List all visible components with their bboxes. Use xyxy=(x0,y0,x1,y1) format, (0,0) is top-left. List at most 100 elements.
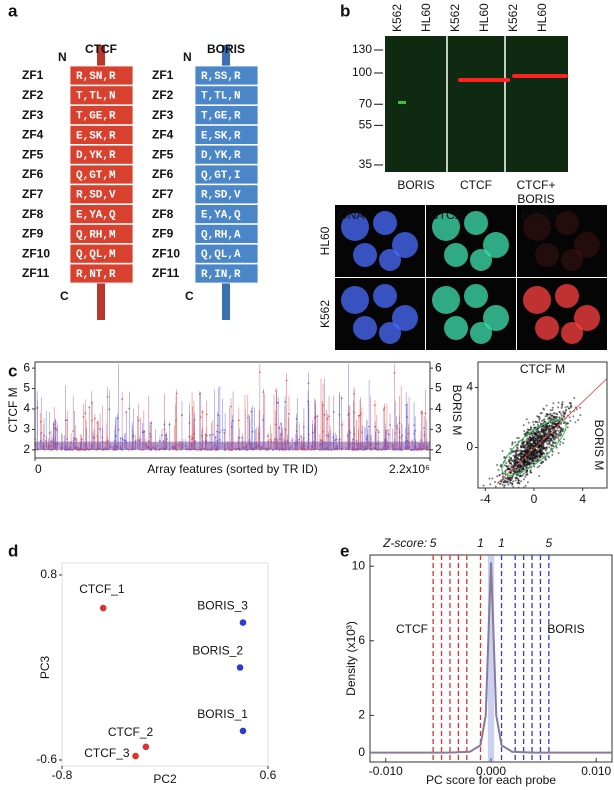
texture xyxy=(387,433,390,436)
texture xyxy=(560,412,563,415)
texture xyxy=(531,460,534,463)
group-label: BORIS xyxy=(547,622,584,636)
nucleus xyxy=(523,213,551,241)
texture xyxy=(108,408,111,411)
nucleus xyxy=(574,305,600,331)
texture xyxy=(524,460,527,463)
point-label: CTCF_1 xyxy=(79,582,125,596)
nucleus xyxy=(470,249,492,271)
texture xyxy=(550,415,553,418)
nucleus xyxy=(353,316,377,340)
y-tick-label: 0.8 xyxy=(40,567,57,581)
texture xyxy=(201,411,204,413)
texture xyxy=(524,443,527,446)
texture xyxy=(284,428,287,431)
texture xyxy=(520,469,523,472)
z-label: 5 xyxy=(430,536,437,550)
texture xyxy=(175,392,178,395)
texture xyxy=(414,429,417,432)
texture xyxy=(536,451,539,454)
texture xyxy=(544,415,547,418)
texture xyxy=(547,413,550,416)
point-label: BORIS_3 xyxy=(197,599,248,613)
nucleus xyxy=(379,322,401,344)
texture xyxy=(557,452,560,455)
texture xyxy=(548,424,551,427)
texture xyxy=(546,417,549,420)
texture xyxy=(209,434,211,437)
zf-label: ZF2 xyxy=(22,88,44,102)
zf-label: ZF4 xyxy=(152,128,174,142)
texture xyxy=(557,401,560,404)
texture xyxy=(511,441,514,444)
zinc-finger xyxy=(194,65,259,86)
texture xyxy=(205,434,208,437)
zf-residues: D,YK,R xyxy=(201,150,241,162)
texture xyxy=(527,461,530,464)
texture xyxy=(533,465,536,468)
texture xyxy=(505,462,508,465)
texture xyxy=(72,430,75,433)
texture xyxy=(139,438,142,441)
texture xyxy=(121,438,124,441)
texture xyxy=(355,439,358,442)
texture xyxy=(560,427,563,430)
zf-label: ZF6 xyxy=(152,167,174,181)
zinc-finger xyxy=(69,184,134,205)
texture xyxy=(560,406,563,409)
texture xyxy=(500,463,503,466)
texture xyxy=(531,435,534,438)
texture xyxy=(557,406,560,409)
texture xyxy=(548,446,551,449)
texture xyxy=(562,442,565,445)
texture xyxy=(558,433,561,436)
texture xyxy=(521,468,524,471)
texture xyxy=(557,435,560,438)
zf-label: ZF2 xyxy=(152,88,174,102)
texture xyxy=(535,458,538,461)
texture xyxy=(527,440,530,443)
texture xyxy=(541,424,544,427)
point xyxy=(239,727,247,735)
texture xyxy=(549,412,552,415)
nucleus xyxy=(574,232,600,258)
texture xyxy=(374,404,376,407)
texture xyxy=(517,437,520,440)
texture xyxy=(555,432,558,435)
texture xyxy=(389,424,391,426)
texture xyxy=(569,402,572,405)
nucleus xyxy=(470,322,492,344)
zinc-finger xyxy=(194,105,259,125)
texture xyxy=(516,470,519,473)
texture xyxy=(285,379,288,382)
texture xyxy=(508,456,511,459)
texture xyxy=(553,431,556,434)
texture xyxy=(542,442,545,445)
texture xyxy=(567,422,570,425)
point xyxy=(236,664,244,671)
texture xyxy=(194,440,197,443)
texture xyxy=(520,480,523,483)
zinc-finger xyxy=(194,243,259,264)
texture xyxy=(349,431,351,434)
texture xyxy=(96,421,99,424)
texture xyxy=(555,420,558,423)
texture xyxy=(552,436,555,439)
fit-line xyxy=(497,378,608,484)
y-tick-label: 6 xyxy=(358,633,365,647)
zf-label: ZF1 xyxy=(22,68,44,82)
texture xyxy=(491,477,494,480)
texture xyxy=(544,458,547,461)
texture xyxy=(559,428,562,431)
texture xyxy=(413,424,415,427)
texture xyxy=(532,438,535,441)
texture xyxy=(526,439,529,442)
texture xyxy=(525,418,528,421)
texture xyxy=(498,473,501,476)
texture xyxy=(347,414,350,416)
texture xyxy=(533,441,536,444)
texture xyxy=(335,438,338,441)
texture xyxy=(577,418,580,421)
texture xyxy=(569,419,572,422)
texture xyxy=(163,428,166,431)
